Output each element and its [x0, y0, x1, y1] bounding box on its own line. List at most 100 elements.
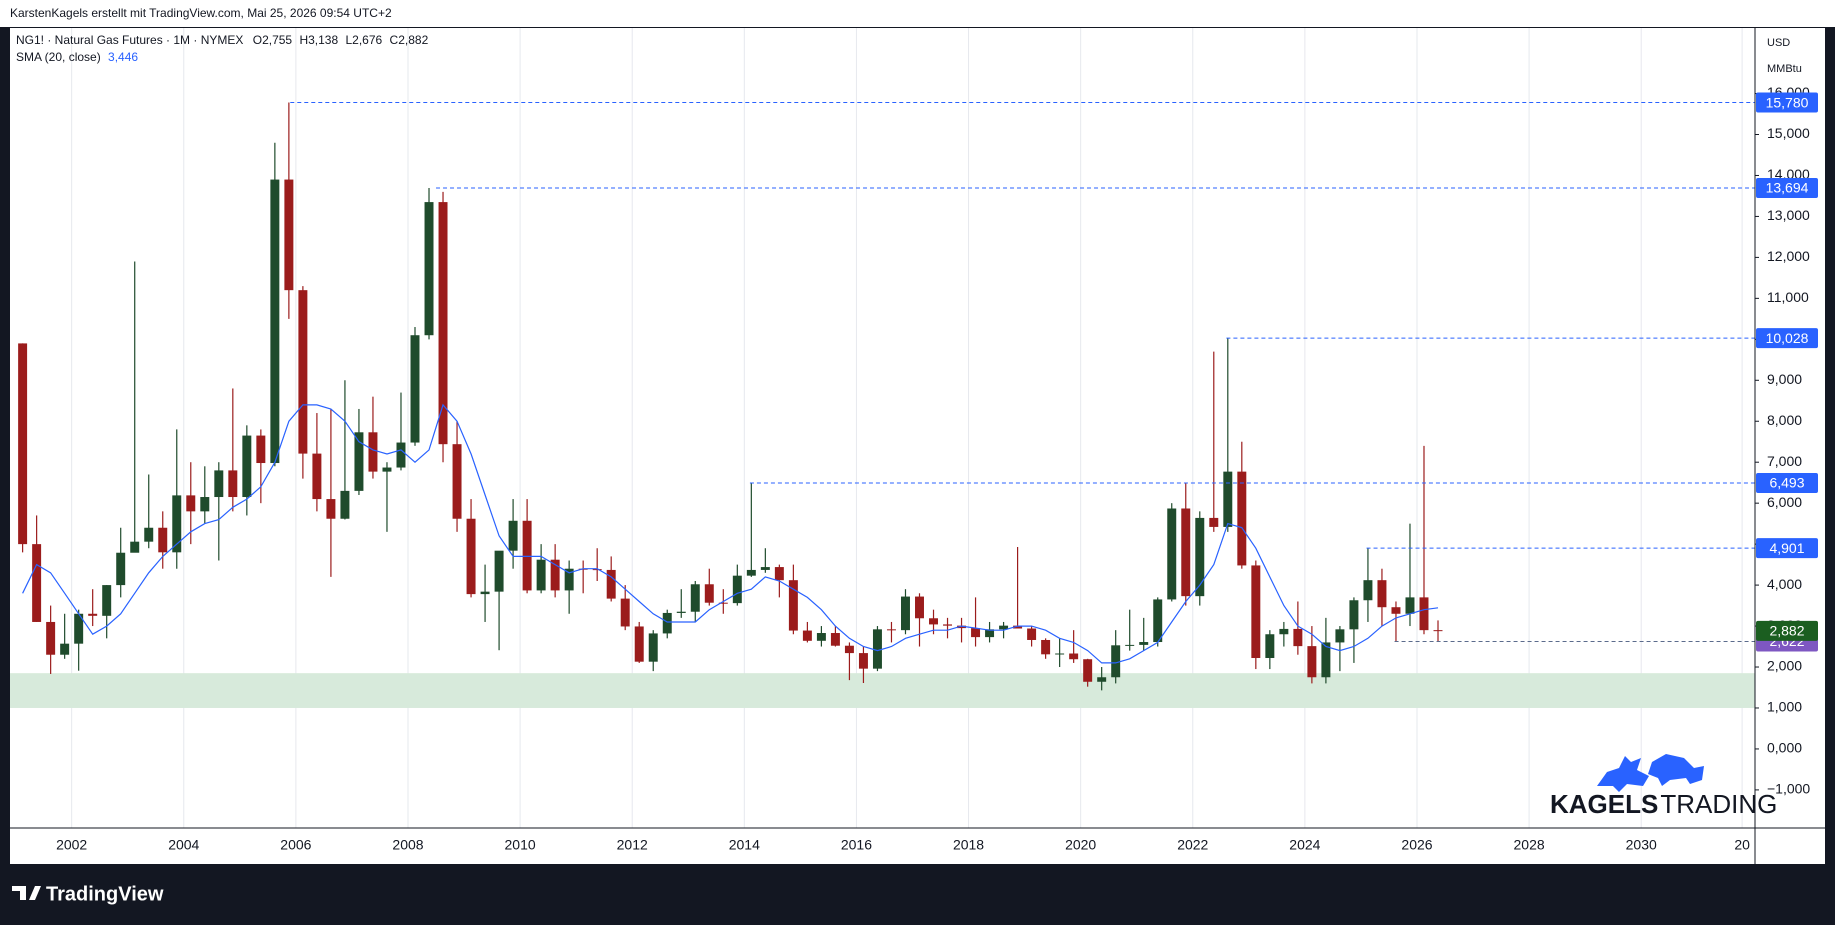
candle-body — [971, 628, 981, 638]
candle-body — [60, 643, 70, 655]
candle-body — [1181, 508, 1191, 597]
candle-body — [1419, 597, 1429, 631]
candle-body — [354, 432, 364, 491]
watermark-light: TRADING — [1660, 789, 1777, 819]
candle-body — [32, 544, 42, 622]
candle-body — [872, 629, 882, 669]
candle-body — [242, 435, 252, 498]
y-tick-label: 12,000 — [1767, 248, 1810, 264]
candle-body — [480, 591, 490, 595]
x-tick-label: 2004 — [168, 837, 199, 853]
candle-body — [886, 629, 896, 631]
candle-body — [494, 550, 504, 592]
support-zone — [10, 673, 1755, 708]
candle-body — [1293, 628, 1303, 647]
x-tick-label: 20 — [1734, 837, 1750, 853]
candle-body — [564, 568, 574, 591]
header-credit: KarstenKagels erstellt mit TradingView.c… — [10, 6, 392, 20]
y-tick-label: 15,000 — [1767, 125, 1810, 141]
level-label: 6,493 — [1769, 475, 1804, 491]
candle-body — [508, 520, 518, 551]
candle-body — [1055, 653, 1065, 655]
footer-bar — [0, 865, 1835, 925]
candle-body — [200, 497, 210, 512]
candle-body — [915, 596, 924, 619]
candle-body — [116, 552, 126, 586]
candle-body — [900, 596, 910, 631]
candle-body — [1209, 517, 1219, 527]
candle-body — [1335, 629, 1345, 643]
y-tick-label: −1,000 — [1767, 781, 1810, 797]
candle-body — [1279, 628, 1289, 635]
level-label-box — [1756, 472, 1818, 493]
watermark-text: KAGELSTRADING — [1550, 789, 1777, 819]
candle-body — [228, 470, 238, 498]
candle-body — [1391, 607, 1401, 614]
candle-body — [1097, 677, 1107, 682]
candle-body — [1041, 639, 1051, 655]
candle-body — [676, 611, 686, 613]
candle-body — [396, 442, 406, 468]
candle-body — [172, 495, 182, 553]
legend-symbol: NG1! · Natural Gas Futures · 1M · NYMEX … — [16, 33, 429, 47]
candle-body — [130, 541, 140, 553]
candle-body — [214, 470, 224, 498]
candle-body — [774, 567, 784, 581]
level-label-box — [1756, 92, 1818, 113]
unit-label: MMBtu — [1767, 63, 1802, 75]
candle-body — [746, 569, 756, 576]
candle-body — [158, 527, 168, 553]
candle-body — [438, 202, 448, 445]
legend-ohlc: L2,676 — [346, 33, 383, 47]
candle-body — [452, 444, 462, 519]
candle-body — [858, 653, 868, 669]
unit-label: USD — [1767, 37, 1790, 49]
candle-body — [1251, 565, 1261, 659]
candle-body — [634, 626, 644, 662]
candle-body — [648, 633, 658, 662]
candle-body — [1307, 646, 1317, 678]
level-label-box — [1756, 178, 1818, 198]
candle-body — [382, 467, 392, 472]
candle-body — [1167, 508, 1177, 600]
x-tick-label: 2022 — [1177, 837, 1208, 853]
y-tick-label: 4,000 — [1767, 576, 1802, 592]
watermark-bold: KAGELS — [1550, 789, 1658, 819]
candle-body — [74, 613, 84, 644]
y-tick-label: 1,000 — [1767, 699, 1802, 715]
x-tick-label: 2006 — [280, 837, 311, 853]
candle-body — [1223, 471, 1233, 527]
x-tick-label: 2016 — [841, 837, 872, 853]
candle-body — [1321, 642, 1331, 678]
candle-body — [550, 559, 560, 591]
x-tick-label: 2024 — [1289, 837, 1320, 853]
candle-body — [466, 518, 476, 595]
level-label: 15,780 — [1766, 94, 1809, 110]
plot-area — [10, 28, 1755, 828]
candle-body — [957, 625, 967, 629]
candle-body — [1237, 471, 1247, 566]
y-tick-label: 9,000 — [1767, 371, 1802, 387]
last-price-box — [1756, 620, 1818, 641]
candle-body — [1265, 634, 1275, 659]
candle-body — [718, 602, 728, 604]
candle-body — [1195, 517, 1205, 597]
candle-body — [326, 499, 336, 519]
candle-body — [312, 453, 322, 500]
candle-body — [606, 569, 616, 599]
legend-sma-value: 3,446 — [108, 50, 138, 64]
candle-body — [690, 584, 700, 612]
candle-body — [1405, 597, 1415, 614]
candle-body — [424, 202, 434, 336]
legend-sma-name: SMA (20, close) — [16, 50, 101, 64]
candle-body — [929, 618, 938, 625]
y-tick-label: 7,000 — [1767, 453, 1802, 469]
legend-ohlc: C2,882 — [390, 33, 429, 47]
candle-body — [662, 612, 672, 634]
candle-body — [844, 645, 854, 654]
candle-body — [102, 585, 112, 616]
candle-body — [270, 179, 280, 464]
candle-body — [186, 495, 196, 512]
